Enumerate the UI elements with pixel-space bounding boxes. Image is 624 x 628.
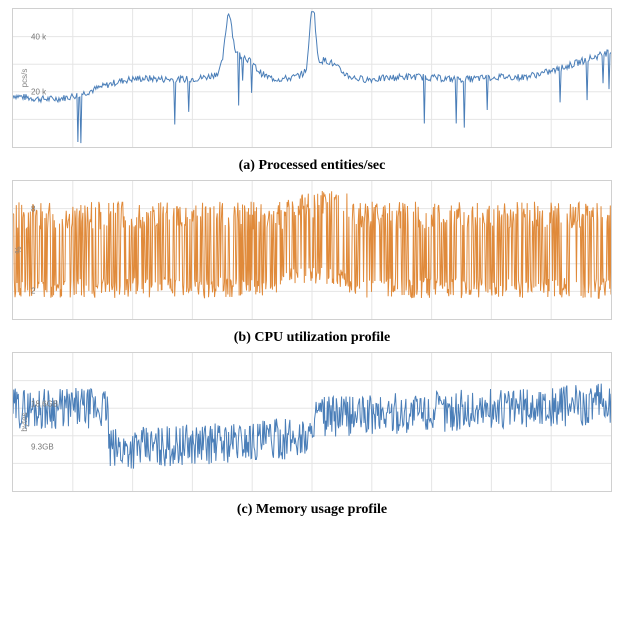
chart-memory-caption: (c) Memory usage profile: [12, 502, 612, 518]
chart-entities: pcs/s 20 k 40 k (a) Processed entities/se…: [12, 8, 612, 174]
chart-cpu: % 2 8 (b) CPU utilization profile: [12, 180, 612, 346]
chart-memory-plot: bytes 9.3GB 18.6GB: [12, 352, 612, 492]
ytick-label: 2: [31, 287, 35, 296]
chart-cpu-svg: [13, 181, 611, 319]
chart-entities-caption: (a) Processed entities/sec: [12, 158, 612, 174]
chart-memory-ylabel: bytes: [20, 412, 29, 431]
chart-memory: bytes 9.3GB 18.6GB (c) Memory usage profi…: [12, 352, 612, 518]
ytick-label: 20 k: [31, 87, 46, 96]
chart-memory-svg: [13, 353, 611, 491]
chart-entities-svg: [13, 9, 611, 147]
chart-cpu-plot: % 2 8: [12, 180, 612, 320]
chart-cpu-caption: (b) CPU utilization profile: [12, 330, 612, 346]
chart-cpu-ylabel: %: [14, 246, 23, 253]
ytick-label: 8: [31, 204, 35, 213]
chart-entities-plot: pcs/s 20 k 40 k: [12, 8, 612, 148]
ytick-label: 40 k: [31, 32, 46, 41]
ytick-label: 9.3GB: [31, 442, 54, 451]
ytick-label: 18.6GB: [31, 400, 58, 409]
chart-entities-ylabel: pcs/s: [20, 69, 29, 88]
